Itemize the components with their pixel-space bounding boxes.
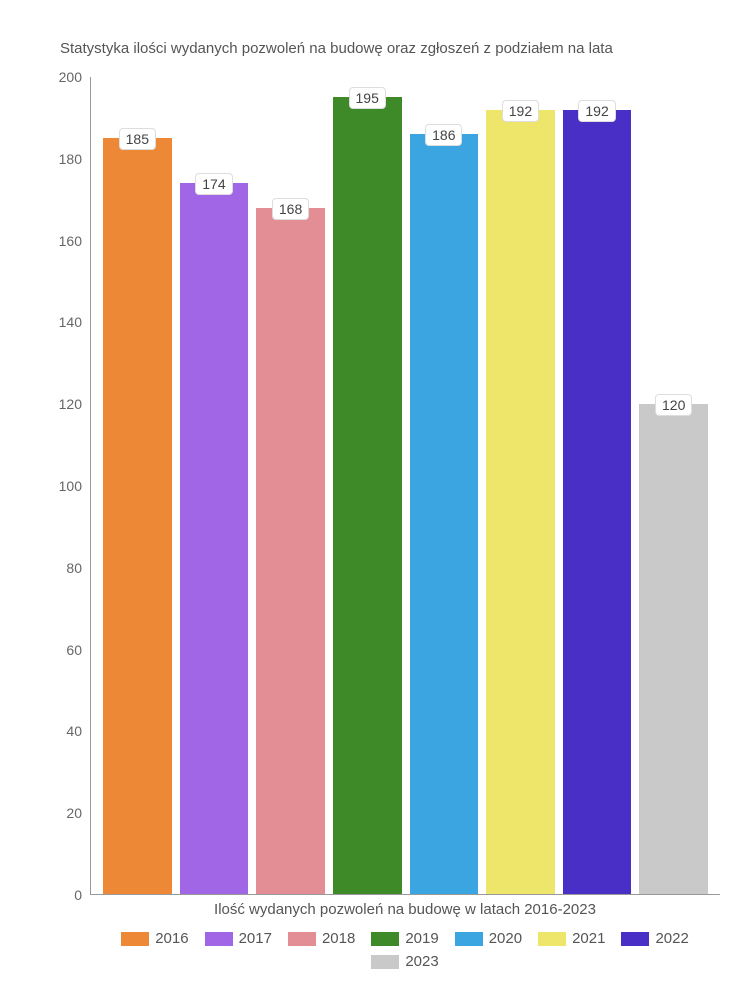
chart-area: 020406080100120140160180200 185174168195… <box>30 77 720 970</box>
legend-label: 2019 <box>405 930 438 947</box>
legend-item-2019: 2019 <box>371 930 438 947</box>
chart-title: Statystyka ilości wydanych pozwoleń na b… <box>60 40 720 57</box>
y-tick: 0 <box>74 887 82 903</box>
legend-label: 2022 <box>655 930 688 947</box>
x-axis-label: Ilość wydanych pozwoleń na budowę w lata… <box>90 901 720 918</box>
bar-rect <box>256 208 325 894</box>
y-tick: 180 <box>59 151 82 167</box>
legend-item-2022: 2022 <box>621 930 688 947</box>
legend: 2016 2017 2018 2019 2020 2021 2022 2023 <box>90 930 720 970</box>
legend-item-2016: 2016 <box>121 930 188 947</box>
bar-value-label: 186 <box>425 124 462 146</box>
legend-label: 2017 <box>239 930 272 947</box>
legend-swatch <box>371 932 399 946</box>
legend-swatch <box>288 932 316 946</box>
legend-swatch <box>121 932 149 946</box>
y-tick: 60 <box>66 642 82 658</box>
legend-item-2020: 2020 <box>455 930 522 947</box>
bar-rect <box>563 110 632 894</box>
bar-2023: 120 <box>639 77 708 894</box>
bars-container: 185 174 168 195 186 192 192 120 <box>91 77 720 894</box>
legend-swatch <box>205 932 233 946</box>
legend-item-2017: 2017 <box>205 930 272 947</box>
legend-item-2023: 2023 <box>371 953 438 970</box>
bar-2020: 186 <box>410 77 479 894</box>
legend-item-2021: 2021 <box>538 930 605 947</box>
y-tick: 160 <box>59 233 82 249</box>
y-tick: 20 <box>66 805 82 821</box>
y-tick: 100 <box>59 478 82 494</box>
y-tick: 200 <box>59 69 82 85</box>
y-tick: 120 <box>59 396 82 412</box>
legend-label: 2020 <box>489 930 522 947</box>
bar-2017: 174 <box>180 77 249 894</box>
y-axis: 020406080100120140160180200 <box>30 77 90 895</box>
legend-swatch <box>621 932 649 946</box>
legend-label: 2016 <box>155 930 188 947</box>
bar-value-label: 185 <box>119 128 156 150</box>
legend-item-2018: 2018 <box>288 930 355 947</box>
legend-swatch <box>455 932 483 946</box>
bar-2016: 185 <box>103 77 172 894</box>
bar-2019: 195 <box>333 77 402 894</box>
bar-rect <box>180 183 249 894</box>
y-tick: 140 <box>59 314 82 330</box>
bar-rect <box>103 138 172 894</box>
bar-2022: 192 <box>563 77 632 894</box>
bar-rect <box>486 110 555 894</box>
plot-row: 020406080100120140160180200 185174168195… <box>30 77 720 895</box>
bar-value-label: 174 <box>195 173 232 195</box>
legend-swatch <box>538 932 566 946</box>
legend-label: 2023 <box>405 953 438 970</box>
bar-value-label: 168 <box>272 198 309 220</box>
legend-swatch <box>371 955 399 969</box>
bar-2021: 192 <box>486 77 555 894</box>
bar-rect <box>333 97 402 894</box>
legend-label: 2021 <box>572 930 605 947</box>
bar-rect <box>410 134 479 894</box>
bar-rect <box>639 404 708 894</box>
legend-label: 2018 <box>322 930 355 947</box>
bar-value-label: 195 <box>349 87 386 109</box>
bar-value-label: 192 <box>502 100 539 122</box>
y-tick: 80 <box>66 560 82 576</box>
plot: 185 174 168 195 186 192 192 120 <box>90 77 720 895</box>
y-tick: 40 <box>66 723 82 739</box>
bar-value-label: 192 <box>578 100 615 122</box>
bar-value-label: 120 <box>655 394 692 416</box>
bar-2018: 168 <box>256 77 325 894</box>
